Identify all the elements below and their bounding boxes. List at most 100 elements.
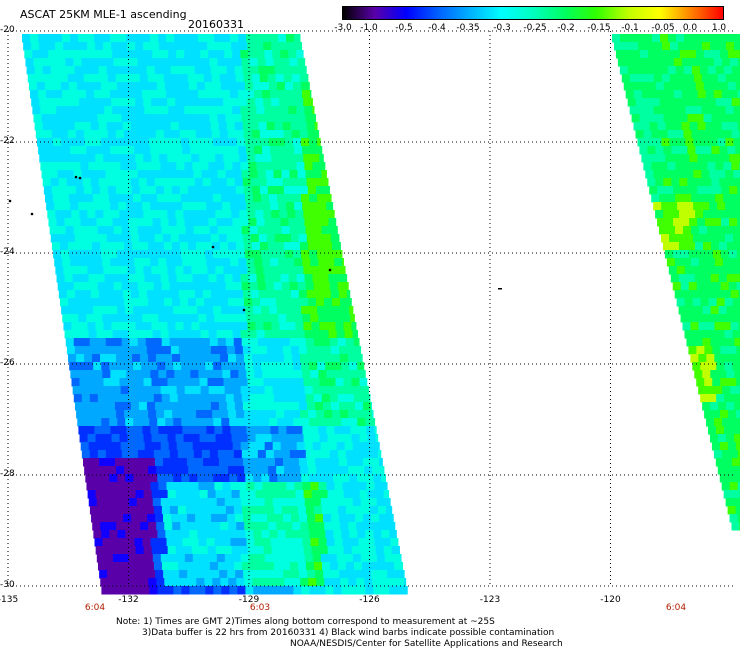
wind-cell (67, 130, 77, 139)
wind-cell (311, 154, 320, 163)
wind-cell (260, 522, 269, 531)
wind-cell (226, 346, 236, 355)
wind-cell (106, 66, 116, 75)
wind-cell (178, 290, 188, 299)
wind-cell (238, 538, 248, 547)
wind-cell (249, 282, 259, 291)
wind-cell (127, 490, 137, 499)
wind-cell (279, 98, 288, 107)
wind-cell (314, 346, 324, 355)
wind-cell (173, 474, 182, 483)
wind-cell (729, 90, 739, 99)
wind-cell (258, 234, 268, 243)
wind-cell (153, 562, 163, 571)
wind-cell (705, 218, 714, 227)
wind-cell (220, 138, 230, 147)
wind-cell (343, 434, 353, 443)
wind-cell (264, 218, 273, 227)
wind-cell (158, 482, 167, 491)
color-scale-label: -0.15 (587, 23, 611, 33)
wind-cell (131, 74, 141, 83)
wind-cell (251, 514, 260, 523)
wind-cell (172, 354, 181, 363)
wind-cell (236, 82, 246, 91)
wind-cell (239, 546, 249, 555)
wind-cell (280, 386, 290, 395)
wind-cell (690, 290, 700, 299)
wind-cell (147, 570, 156, 579)
wind-cell (233, 394, 243, 403)
wind-cell (252, 522, 261, 531)
wind-cell (296, 442, 306, 451)
wind-cell (328, 330, 338, 339)
wind-cell (217, 226, 227, 235)
wind-cell (230, 482, 239, 491)
wind-cell (295, 210, 304, 219)
wind-cell (96, 554, 106, 563)
wind-cell (708, 266, 718, 275)
wind-cell (98, 66, 108, 75)
wind-cell (130, 66, 140, 75)
wind-cell (143, 546, 153, 555)
wind-cell (719, 442, 729, 451)
wind-cell (364, 466, 373, 475)
wind-cell (105, 170, 115, 179)
wind-cell (645, 106, 655, 115)
wind-cell (185, 562, 195, 571)
wind-cell (349, 474, 358, 483)
wind-cell (125, 306, 134, 315)
wind-cell (344, 498, 354, 507)
wind-cell (82, 178, 92, 187)
wind-cell (117, 362, 126, 371)
wind-cell (79, 98, 88, 107)
wind-cell (206, 202, 215, 211)
wind-cell (338, 290, 348, 299)
wind-cell (38, 34, 47, 43)
wind-cell (167, 266, 176, 275)
wind-cell (174, 370, 183, 379)
wind-cell (297, 562, 307, 571)
wind-cell (128, 106, 137, 115)
wind-cell (184, 498, 194, 507)
wind-cell (79, 322, 88, 331)
wind-cell (288, 50, 297, 59)
wind-cell (707, 226, 716, 235)
wind-cell (62, 146, 71, 155)
wind-cell (106, 402, 116, 411)
wind-cell (79, 378, 88, 387)
wind-cell (177, 450, 187, 459)
wind-cell (252, 138, 262, 147)
wind-cell (689, 218, 698, 227)
wind-cell (186, 402, 196, 411)
wind-cell (94, 482, 103, 491)
wind-cell (81, 226, 91, 235)
wind-cell (366, 538, 376, 547)
wind-cell (105, 394, 115, 403)
wind-cell (168, 50, 177, 59)
wind-cell (288, 106, 297, 115)
wind-cell (125, 530, 134, 539)
wind-cell (196, 522, 205, 531)
wind-cell (310, 146, 319, 155)
wind-cell (62, 34, 71, 43)
wind-cell (677, 42, 687, 51)
wind-cell (247, 42, 256, 51)
wind-cell (183, 378, 192, 387)
wind-cell (701, 202, 710, 211)
wind-cell (294, 258, 303, 267)
wind-cell (287, 434, 297, 443)
wind-cell (310, 482, 319, 491)
wind-cell (212, 82, 222, 91)
wind-cell (276, 522, 285, 531)
wind-cell (316, 578, 325, 587)
wind-cell (296, 274, 306, 283)
wind-cell (352, 554, 362, 563)
wind-cell (688, 250, 698, 259)
wind-cell (696, 378, 705, 387)
wind-cell (125, 474, 134, 483)
wind-cell (168, 386, 178, 395)
wind-cell (625, 90, 635, 99)
wind-cell (172, 466, 181, 475)
wind-cell (337, 282, 347, 291)
wind-cell (738, 386, 740, 395)
